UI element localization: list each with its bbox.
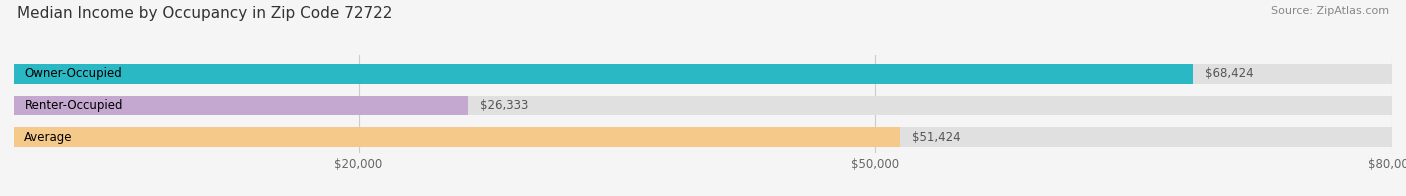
Bar bbox=[14, 64, 1392, 84]
Bar bbox=[14, 127, 1392, 147]
Text: $68,424: $68,424 bbox=[1205, 67, 1253, 80]
Bar bbox=[14, 96, 468, 115]
Text: Median Income by Occupancy in Zip Code 72722: Median Income by Occupancy in Zip Code 7… bbox=[17, 6, 392, 21]
Bar bbox=[14, 64, 1192, 84]
Text: Renter-Occupied: Renter-Occupied bbox=[24, 99, 122, 112]
Text: Owner-Occupied: Owner-Occupied bbox=[24, 67, 122, 80]
Text: $51,424: $51,424 bbox=[912, 131, 960, 144]
Bar bbox=[14, 127, 900, 147]
Text: Average: Average bbox=[24, 131, 73, 144]
Bar bbox=[14, 96, 1392, 115]
Text: $26,333: $26,333 bbox=[479, 99, 529, 112]
Text: Source: ZipAtlas.com: Source: ZipAtlas.com bbox=[1271, 6, 1389, 16]
